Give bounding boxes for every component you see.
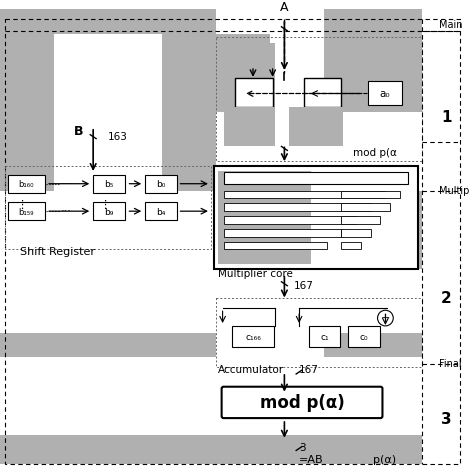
Text: 163: 163 [108,132,128,142]
Text: Shift Register: Shift Register [19,247,95,257]
Text: B: B [73,125,83,138]
Bar [324,435,422,464]
Text: ⋮: ⋮ [16,201,27,210]
Text: b₄: b₄ [156,208,165,217]
Bar [341,203,390,211]
Text: p(α): p(α) [373,455,396,465]
FancyBboxPatch shape [222,387,383,418]
Bar [216,438,324,446]
Bar [145,175,176,192]
Text: Multiplier core: Multiplier core [218,269,292,279]
Text: b₁₅₉: b₁₅₉ [19,208,34,217]
Text: 3: 3 [441,411,452,427]
Bar [348,326,380,347]
Text: =AB: =AB [299,455,324,465]
Bar [224,107,274,146]
Text: +: + [381,313,390,323]
Bar [341,216,381,224]
Bar [304,78,341,107]
Text: mod p(α): mod p(α) [260,394,345,412]
Bar [236,78,273,107]
Bar [224,216,356,224]
Text: 167: 167 [299,365,319,375]
Text: c₁₆₆: c₁₆₆ [245,333,261,342]
Bar [224,203,371,211]
Bar [93,175,125,192]
Text: ⋮: ⋮ [100,201,110,210]
Bar [216,34,270,112]
Bar [224,242,327,249]
Bar [368,81,402,105]
Text: b₉: b₉ [104,208,114,217]
Bar [145,202,176,220]
Text: c₀: c₀ [359,333,368,342]
Text: 3: 3 [299,444,306,454]
Text: ···: ··· [61,206,72,216]
Bar [341,242,361,249]
Bar [324,191,422,269]
Bar [0,9,216,34]
Bar [216,435,324,464]
Bar [218,171,311,264]
Bar [0,34,54,112]
Bar [324,333,422,357]
Bar [0,112,54,191]
Text: b₀: b₀ [156,180,165,189]
Text: Final: Final [439,359,462,369]
Bar [0,333,216,357]
Text: Accumulator: Accumulator [218,365,284,375]
Text: Multip: Multip [439,186,470,196]
Bar [0,435,216,464]
Bar [162,34,216,112]
Text: b₁₆₀: b₁₆₀ [19,180,34,189]
Bar [93,202,125,220]
Text: mod p(α: mod p(α [353,148,397,158]
Text: Main: Main [439,20,463,30]
Text: c₁: c₁ [320,333,329,342]
Bar [341,229,371,237]
Bar [289,107,343,146]
Bar [324,9,422,34]
Bar [224,229,341,237]
Bar [162,112,216,191]
Text: 2: 2 [441,291,452,306]
Bar [8,202,45,220]
Bar [224,172,408,184]
Bar [214,166,418,269]
Text: ···: ··· [61,179,72,189]
Bar [8,175,45,192]
Bar [232,326,273,347]
Bar [309,326,340,347]
Text: a₀: a₀ [379,90,390,100]
Bar [224,44,274,112]
Text: b₅: b₅ [104,180,114,189]
Bar [324,34,422,112]
Text: A: A [280,1,289,14]
Bar [341,191,400,199]
Text: 167: 167 [294,281,314,291]
Text: 1: 1 [441,109,451,125]
Bar [224,191,385,199]
